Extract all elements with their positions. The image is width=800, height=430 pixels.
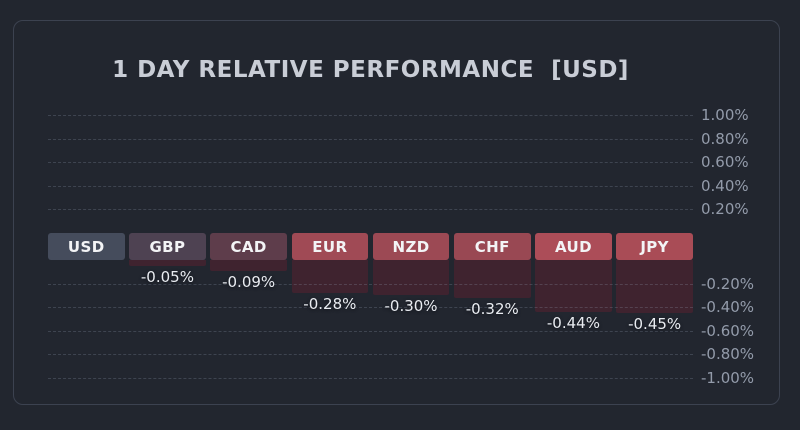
y-axis-tick-label: 1.00%: [701, 106, 749, 124]
currency-box-usd[interactable]: USD: [48, 233, 125, 260]
bar-chf: [454, 260, 531, 298]
bar-eur: [291, 260, 369, 294]
grid-layer: [14, 21, 800, 430]
gridline: [48, 138, 693, 140]
y-axis-tick-label: 0.20%: [701, 200, 749, 219]
value-label-nzd: -0.30%: [384, 297, 438, 316]
y-axis-tick-label: -0.60%: [701, 321, 755, 340]
currency-box-label: JPY: [640, 237, 669, 256]
y-axis-tick-label: 0.80%: [701, 129, 749, 148]
currency-box-eur[interactable]: EUR: [291, 233, 369, 260]
bar-jpy: [616, 260, 693, 314]
value-label-aud: -0.44%: [546, 313, 600, 332]
gridline: [48, 378, 693, 379]
currency-box-chf[interactable]: CHF: [454, 233, 531, 260]
currency-box-label: CAD: [230, 237, 267, 256]
currency-box-gbp[interactable]: GBP: [129, 233, 206, 260]
currency-box-label: AUD: [554, 237, 592, 256]
currency-box-aud[interactable]: AUD: [535, 233, 612, 260]
currency-box-label: CHF: [474, 237, 510, 256]
gridline: [48, 307, 693, 309]
bars-layer: [14, 21, 800, 430]
value-label-eur: -0.28%: [303, 295, 357, 314]
gridline: [48, 185, 693, 187]
currency-box-cad[interactable]: CAD: [210, 233, 287, 260]
chart-panel: 1 DAY RELATIVE PERFORMANCE [USD] 1.00% 0.…: [13, 20, 780, 405]
chart-title: 1 DAY RELATIVE PERFORMANCE [USD]: [112, 57, 629, 83]
currency-box-label: USD: [67, 237, 105, 256]
y-axis-tick-label: -1.00%: [701, 369, 755, 387]
bar-nzd: [372, 260, 450, 296]
plot-area: 1.00% 0.80% 0.60% 0.40% 0.20% -0.20% -0.40% -0.…: [14, 21, 800, 430]
currency-box-label: GBP: [149, 237, 186, 256]
currency-box-label: NZD: [392, 237, 430, 256]
gridline: [48, 162, 693, 164]
bar-gbp: [129, 260, 206, 266]
y-axis-tick-label: -0.40%: [701, 298, 755, 317]
currency-box-nzd[interactable]: NZD: [372, 233, 450, 260]
value-label-cad: -0.09%: [222, 272, 276, 291]
gridline: [48, 354, 693, 356]
currency-box-jpy[interactable]: JPY: [616, 233, 693, 260]
gridline: [48, 283, 693, 285]
bar-cad: [210, 260, 287, 271]
y-axis-tick-label: 0.60%: [701, 153, 749, 172]
gridline: [48, 209, 693, 211]
y-axis-tick-label: 0.40%: [701, 176, 749, 195]
gridline: [48, 115, 693, 116]
bar-aud: [535, 260, 612, 312]
y-axis-tick-label: -0.80%: [701, 345, 755, 364]
gridline: [48, 330, 693, 332]
y-axis-tick-label: -0.20%: [701, 274, 755, 293]
value-label-jpy: -0.45%: [628, 315, 682, 334]
value-label-gbp: -0.05%: [140, 267, 194, 286]
value-label-chf: -0.32%: [465, 299, 519, 318]
currency-box-label: EUR: [312, 237, 348, 256]
labels-layer: 1.00% 0.80% 0.60% 0.40% 0.20% -0.20% -0.40% -0.…: [14, 21, 800, 430]
